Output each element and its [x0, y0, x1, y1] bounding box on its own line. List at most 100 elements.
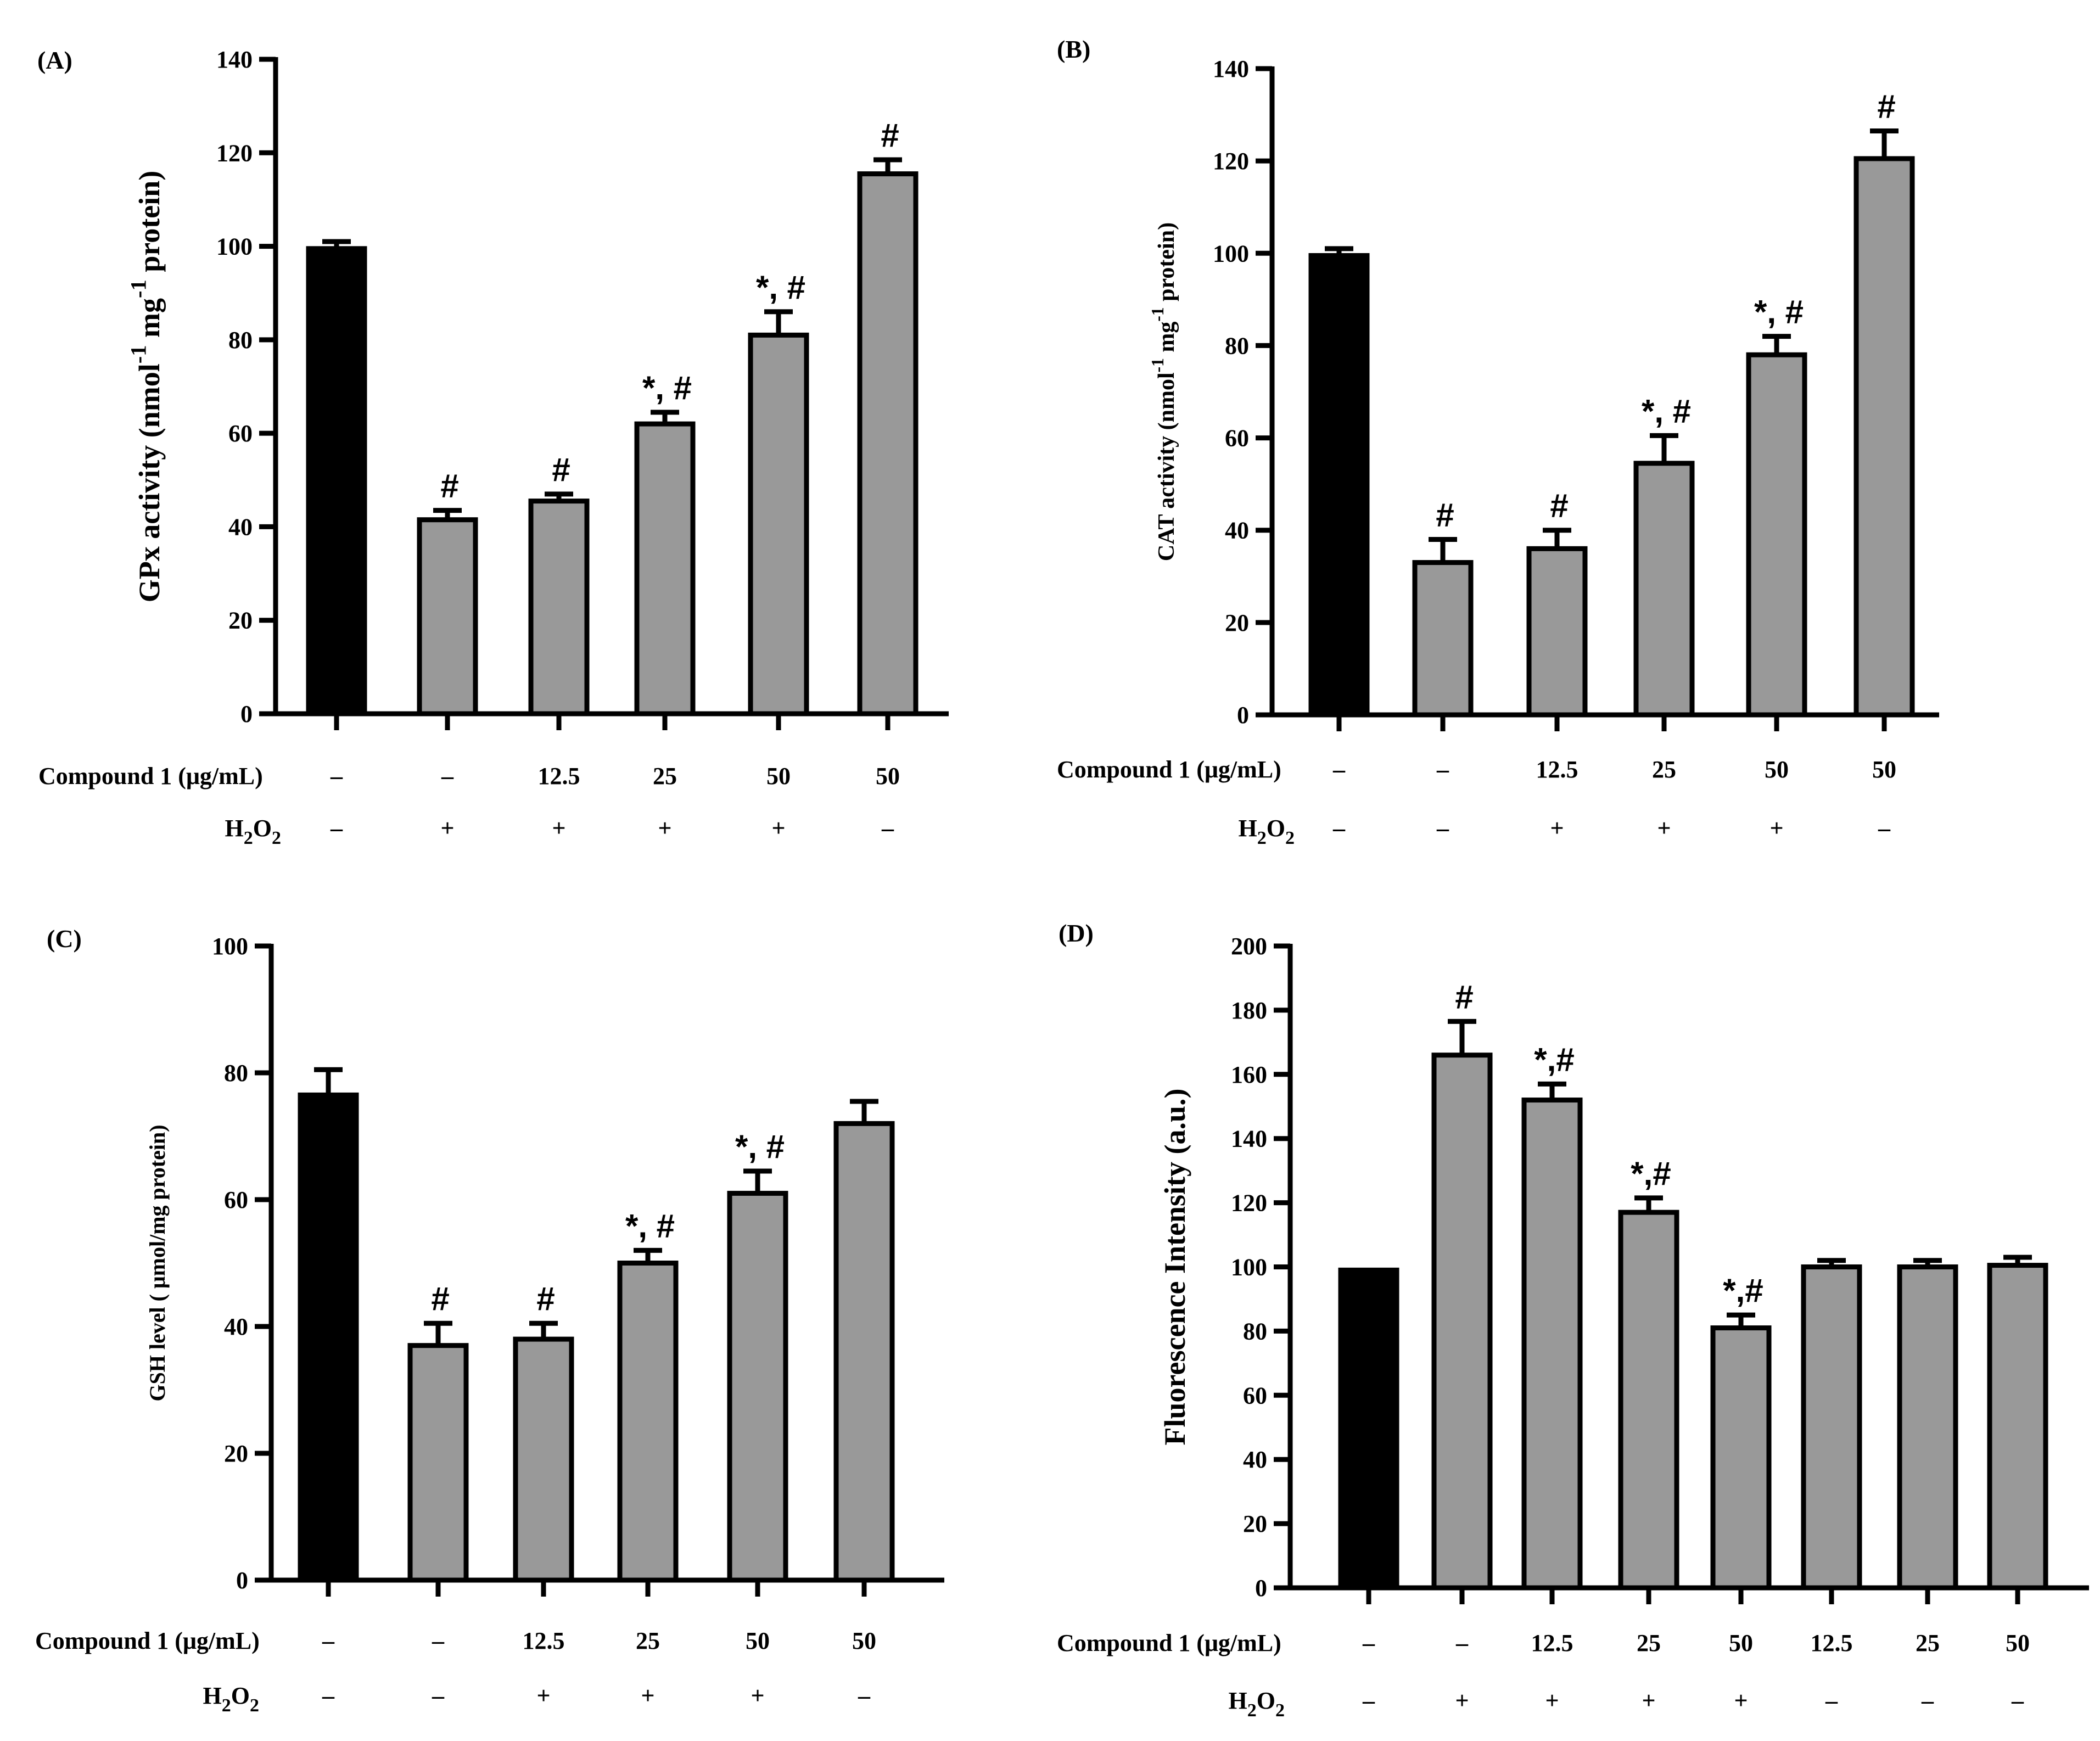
h2o2-label-text: H — [225, 815, 244, 842]
h2o2-label-text: H — [1239, 815, 1257, 842]
compound-dose-value: 12.5 — [538, 763, 580, 790]
y-tick-label: 0 — [240, 701, 253, 727]
bar — [306, 246, 367, 716]
h2o2-treatment-value: – — [1436, 815, 1449, 842]
h2o2-treatment-value: – — [1825, 1687, 1838, 1714]
compound-row-label: Compound 1 (μg/mL) — [38, 763, 263, 790]
h2o2-treatment-value: – — [432, 1682, 445, 1709]
compound-dose-value: – — [330, 763, 343, 790]
significance-annotation: # — [1436, 497, 1454, 534]
y-tick-label: 140 — [1231, 1126, 1267, 1152]
y-tick-label: 60 — [1243, 1382, 1267, 1409]
h2o2-label-subscript: 2 — [1275, 1700, 1285, 1721]
y-tick-label: 40 — [228, 513, 253, 540]
significance-annotation: # — [881, 117, 899, 154]
y-axis-label-text: protein) — [1154, 222, 1179, 307]
y-tick-label: 120 — [1231, 1190, 1267, 1217]
y-axis-label-text: mg — [1154, 322, 1179, 359]
y-tick-label: 100 — [212, 933, 248, 960]
chart-panel-d: (D) 0 20 40 60 80 100 120 140 160 180 200 Fluorescen… — [1057, 919, 2089, 1721]
y-axis-label: Fluorescence Intensity (a.u.) — [1158, 1089, 1191, 1446]
chart-panel-c: (C) 0 20 40 60 80 100 GSH level ( μmol/mg prote… — [35, 925, 944, 1716]
compound-dose-value: – — [1455, 1630, 1469, 1656]
y-axis-label-superscript: -1 — [1148, 358, 1167, 372]
h2o2-row-label: H2O2 — [1229, 1687, 1285, 1721]
significance-annotation: # — [1877, 88, 1895, 125]
bar — [857, 171, 919, 716]
significance-annotation: *, # — [756, 269, 805, 306]
compound-dose-value: 25 — [636, 1627, 660, 1654]
h2o2-row-label: H2O2 — [203, 1682, 259, 1716]
y-tick-label: 40 — [1225, 517, 1249, 544]
y-tick-label: 80 — [228, 327, 253, 354]
y-tick-label: 140 — [216, 46, 253, 73]
y-tick-label: 40 — [1243, 1446, 1267, 1473]
bar — [407, 1343, 469, 1583]
compound-dose-value: 25 — [1916, 1630, 1940, 1656]
h2o2-treatment-value: + — [1769, 815, 1783, 842]
compound-dose-value: 50 — [852, 1627, 876, 1654]
h2o2-treatment-value: – — [1921, 1687, 1934, 1714]
compound-dose-value: 50 — [1872, 756, 1896, 783]
bar — [1633, 461, 1695, 718]
bar — [833, 1121, 895, 1583]
y-tick-label: 80 — [224, 1060, 248, 1087]
significance-annotation: # — [536, 1280, 555, 1317]
compound-dose-value: 50 — [1765, 756, 1789, 783]
significance-annotation: # — [440, 468, 458, 505]
h2o2-label-subscript: 2 — [272, 828, 281, 848]
panel-label: (B) — [1057, 35, 1090, 63]
compound-dose-value: – — [1436, 756, 1449, 783]
compound-row-label: Compound 1 (μg/mL) — [1057, 756, 1281, 783]
y-axis-label: GPx activity (nmol-1 mg-1 protein) — [126, 171, 166, 602]
bar — [1431, 1053, 1493, 1591]
h2o2-treatment-value: + — [552, 815, 565, 842]
h2o2-label-text: H — [203, 1682, 222, 1709]
y-tick-label: 20 — [224, 1440, 248, 1467]
h2o2-row-label: H2O2 — [225, 815, 281, 848]
y-tick-label: 0 — [236, 1567, 248, 1594]
significance-annotation: *, # — [625, 1207, 675, 1244]
h2o2-treatment-value: + — [536, 1682, 550, 1709]
y-tick-label: 0 — [1237, 702, 1249, 729]
y-tick-label: 60 — [1225, 425, 1249, 452]
y-tick-label: 80 — [1225, 332, 1249, 359]
y-tick-label: 60 — [228, 420, 253, 447]
y-tick-label: 120 — [1213, 148, 1249, 175]
y-axis-label-superscript: -1 — [1148, 307, 1167, 321]
bar — [1987, 1263, 2048, 1591]
bar — [513, 1336, 574, 1583]
y-tick-label: 120 — [216, 139, 253, 166]
compound-dose-value: 50 — [746, 1627, 770, 1654]
compound-dose-value: 50 — [2006, 1630, 2030, 1656]
y-tick-label: 20 — [228, 607, 253, 634]
y-tick-label: 180 — [1231, 997, 1267, 1024]
significance-annotation: *, # — [735, 1128, 785, 1165]
h2o2-row-label: H2O2 — [1239, 815, 1295, 848]
compound-dose-value: 25 — [653, 763, 677, 790]
h2o2-label-subscript: 2 — [222, 1695, 231, 1716]
y-axis-label-text: GSH level ( μmol/mg protein) — [145, 1124, 170, 1401]
bar — [634, 421, 696, 716]
significance-annotation: # — [1455, 978, 1473, 1015]
h2o2-treatment-value: + — [658, 815, 671, 842]
bar — [1338, 1267, 1399, 1591]
compound-dose-value: 50 — [766, 763, 791, 790]
bar — [1801, 1264, 1862, 1591]
y-axis-label-text: mg — [133, 298, 166, 345]
y-axis-label: GSH level ( μmol/mg protein) — [145, 1124, 170, 1401]
bar — [727, 1190, 788, 1583]
h2o2-treatment-value: + — [1657, 815, 1671, 842]
y-tick-label: 100 — [216, 233, 253, 260]
compound-dose-value: 12.5 — [1536, 756, 1578, 783]
compound-dose-value: – — [322, 1627, 335, 1654]
y-axis-label-text: protein) — [133, 171, 166, 280]
bar — [1526, 546, 1588, 718]
h2o2-treatment-value: – — [330, 815, 343, 842]
h2o2-treatment-value: – — [1332, 815, 1346, 842]
y-tick-label: 40 — [224, 1313, 248, 1340]
y-tick-label: 200 — [1231, 933, 1267, 960]
